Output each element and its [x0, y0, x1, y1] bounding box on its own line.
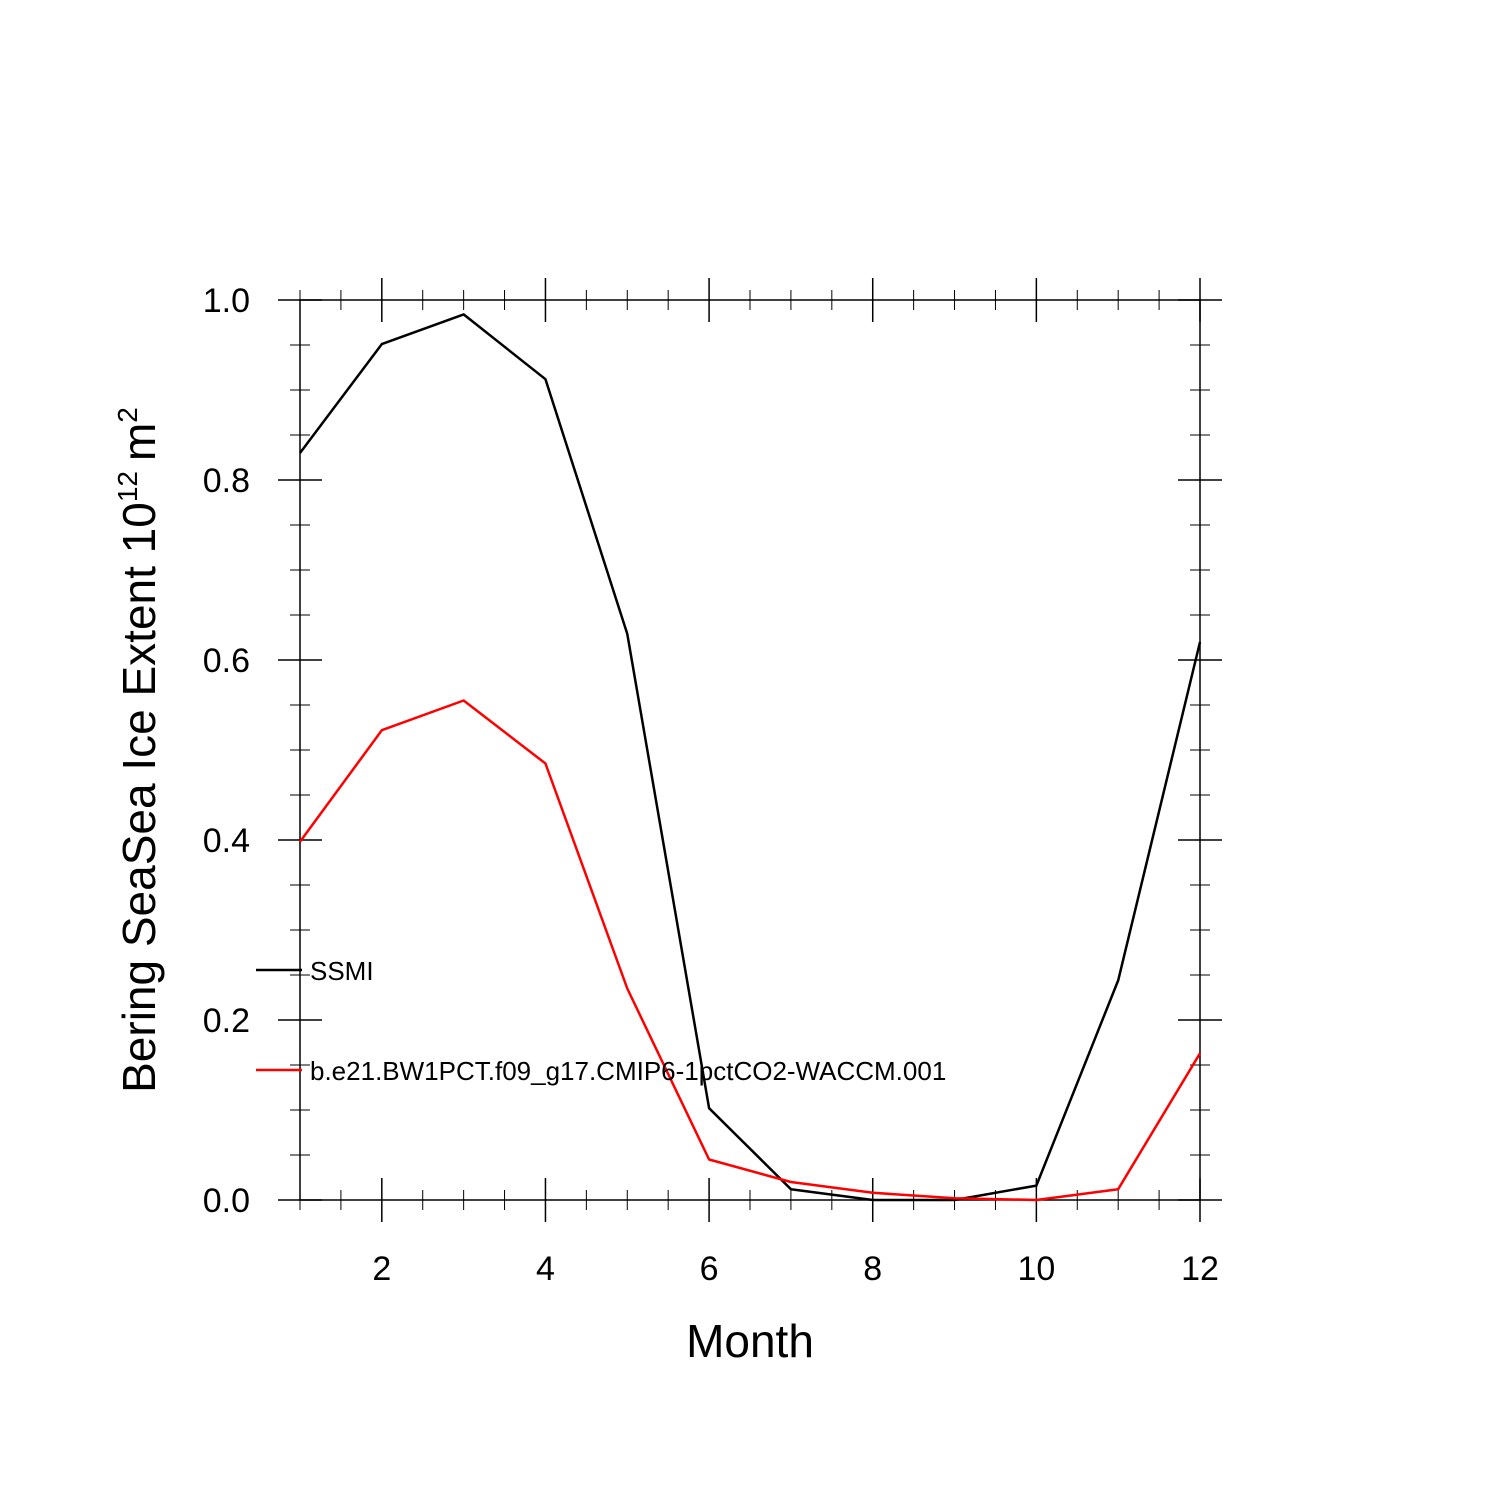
y-tick-label: 0.8 [203, 462, 250, 500]
y-axis-title-exponent: 12 [112, 471, 143, 502]
y-axis-title-unit: m [113, 423, 165, 461]
series-lines [298, 313, 1202, 1202]
series-line-0 [299, 313, 1202, 1202]
y-axis-title-unit-exponent: 2 [112, 407, 143, 423]
x-tick-label: 8 [863, 1250, 882, 1288]
major-ticks [278, 278, 1222, 1222]
y-tick-label: 0.4 [203, 822, 250, 860]
y-axis-title: Bering SeaSea Ice Extent 1012 m2 [112, 407, 165, 1093]
y-tick-labels: 0.0 0.2 0.4 0.6 0.8 1.0 [203, 282, 250, 1220]
x-tick-label: 2 [372, 1250, 391, 1288]
x-tick-label: 10 [1017, 1250, 1055, 1288]
x-axis-title: Month [686, 1315, 814, 1367]
y-tick-label: 1.0 [203, 282, 250, 320]
x-tick-label: 4 [536, 1250, 555, 1288]
y-tick-label: 0.0 [203, 1182, 250, 1220]
series-line-1 [298, 699, 1202, 1202]
minor-ticks [290, 290, 1210, 1210]
legend-label-ssmi: SSMI [310, 956, 374, 986]
legend-label-model: b.e21.BW1PCT.f09_g17.CMIP6-1pctCO2-WACCM… [310, 1056, 946, 1086]
y-axis-title-main: Bering SeaSea Ice Extent 10 [113, 502, 165, 1093]
x-tick-labels: 2 4 6 8 10 12 [372, 1250, 1219, 1288]
legend: SSMI b.e21.BW1PCT.f09_g17.CMIP6-1pctCO2-… [256, 956, 946, 1086]
y-tick-label: 0.6 [203, 642, 250, 680]
x-tick-label: 12 [1181, 1250, 1219, 1288]
y-tick-label: 0.2 [203, 1002, 250, 1040]
x-tick-label: 6 [700, 1250, 719, 1288]
